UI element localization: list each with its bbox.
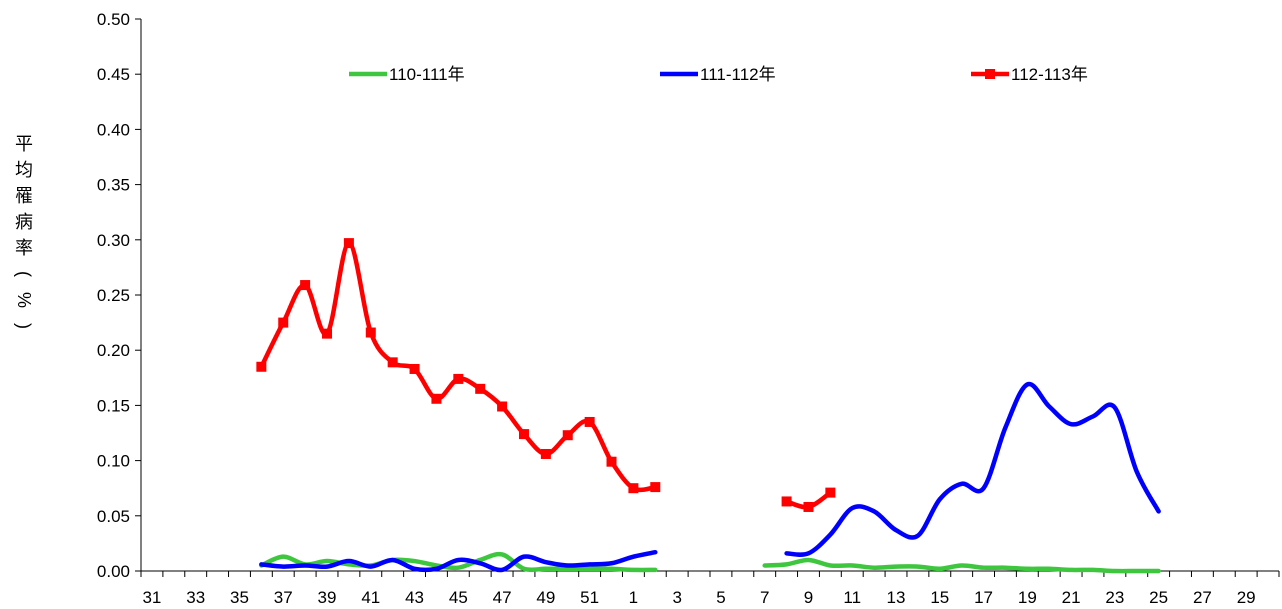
x-tick-label: 39: [318, 588, 337, 607]
x-tick-label: 11: [843, 588, 861, 607]
series-line: [259, 240, 658, 493]
x-tick-label: 33: [186, 588, 205, 607]
legend-marker: [985, 69, 995, 79]
data-point: [606, 456, 617, 467]
y-axis-label-char: %: [14, 292, 34, 308]
x-tick-label: 49: [536, 588, 555, 607]
data-point: [322, 328, 333, 339]
x-tick-label: 45: [449, 588, 468, 607]
x-tick-label: 13: [887, 588, 906, 607]
x-tick-label: 41: [361, 588, 380, 607]
x-tick-label: 25: [1149, 588, 1168, 607]
x-tick-label: 21: [1062, 588, 1081, 607]
y-tick-label: 0.30: [97, 231, 130, 250]
data-point: [803, 501, 814, 512]
legend-entry: 111-112年: [660, 65, 776, 84]
data-point: [256, 361, 267, 372]
x-tick-label: 15: [930, 588, 949, 607]
y-axis-label-char: (: [14, 271, 34, 277]
data-point: [453, 373, 464, 384]
x-tick-label: 17: [974, 588, 993, 607]
x-tick-label: 5: [716, 588, 725, 607]
data-point: [431, 393, 442, 404]
data-point: [409, 363, 420, 374]
x-tick-label: 27: [1193, 588, 1212, 607]
x-axis: 31 33 35 37 39 41 43 45 47 49 51 1 3 5 7 9 11 13 15 17 19 21 2…: [140, 570, 1280, 607]
data-point: [278, 317, 289, 328]
data-point: [365, 327, 376, 338]
data-point: [343, 238, 354, 249]
data-point: [650, 482, 661, 493]
legend-entry: 112-113年: [971, 65, 1088, 84]
y-axis-label-char: ): [14, 323, 34, 329]
data-point: [825, 487, 836, 498]
y-axis-label-char: 罹: [15, 186, 33, 206]
x-tick-label: 1: [629, 588, 638, 607]
legend: 110-111年 111-112年 112-113年: [349, 65, 1088, 84]
y-tick-label: 0.10: [97, 452, 130, 471]
x-tick-label: 47: [493, 588, 512, 607]
x-tick-label: 51: [580, 588, 599, 607]
y-axis-label-char: 平: [15, 134, 33, 154]
series-line: [762, 557, 1161, 574]
y-tick-label: 0.50: [97, 10, 130, 29]
legend-label: 110-111年: [389, 65, 465, 84]
series-line: [259, 551, 658, 573]
x-tick-label: 3: [672, 588, 681, 607]
series-line: [259, 549, 658, 573]
legend-entry: 110-111年: [349, 65, 465, 84]
x-tick-label: 31: [142, 588, 161, 607]
x-tick-label: 35: [230, 588, 249, 607]
series-lines: [256, 238, 1161, 574]
y-tick-label: 0.25: [97, 286, 130, 305]
data-point: [584, 416, 595, 427]
x-tick-label: 23: [1105, 588, 1124, 607]
x-tick-label: 7: [760, 588, 769, 607]
data-point: [781, 496, 792, 507]
y-tick-label: 0.20: [97, 341, 130, 360]
y-tick-label: 0.00: [97, 562, 130, 581]
data-point: [518, 429, 529, 440]
series-1: [259, 551, 1161, 574]
data-point: [387, 357, 398, 368]
x-tick-label: 9: [804, 588, 813, 607]
legend-label: 111-112年: [700, 65, 776, 84]
y-tick-label: 0.35: [97, 176, 130, 195]
x-tick-label: 19: [1018, 588, 1037, 607]
series-3: [256, 238, 836, 512]
y-tick-label: 0.05: [97, 507, 130, 526]
data-point: [628, 483, 639, 494]
y-axis-label-char: 率: [15, 238, 33, 258]
y-tick-label: 0.40: [97, 120, 130, 139]
series-line: [784, 381, 1161, 557]
data-point: [475, 383, 486, 394]
x-tick-label: 37: [274, 588, 293, 607]
x-tick-label: 29: [1237, 588, 1256, 607]
y-tick-label: 0.45: [97, 65, 130, 84]
data-point: [562, 430, 573, 441]
y-axis-label-char: 病: [15, 212, 33, 232]
data-point: [300, 280, 311, 291]
legend-label: 112-113年: [1011, 65, 1088, 84]
x-tick-label: 43: [405, 588, 424, 607]
y-axis: 0.00 0.05 0.10 0.15 0.20 0.25 0.30 0.35 0.40 0.45…: [97, 10, 142, 581]
y-axis-label-char: 均: [15, 160, 33, 180]
data-point: [540, 448, 551, 459]
series-2: [259, 381, 1161, 573]
y-tick-label: 0.15: [97, 396, 130, 415]
data-point: [497, 401, 508, 412]
